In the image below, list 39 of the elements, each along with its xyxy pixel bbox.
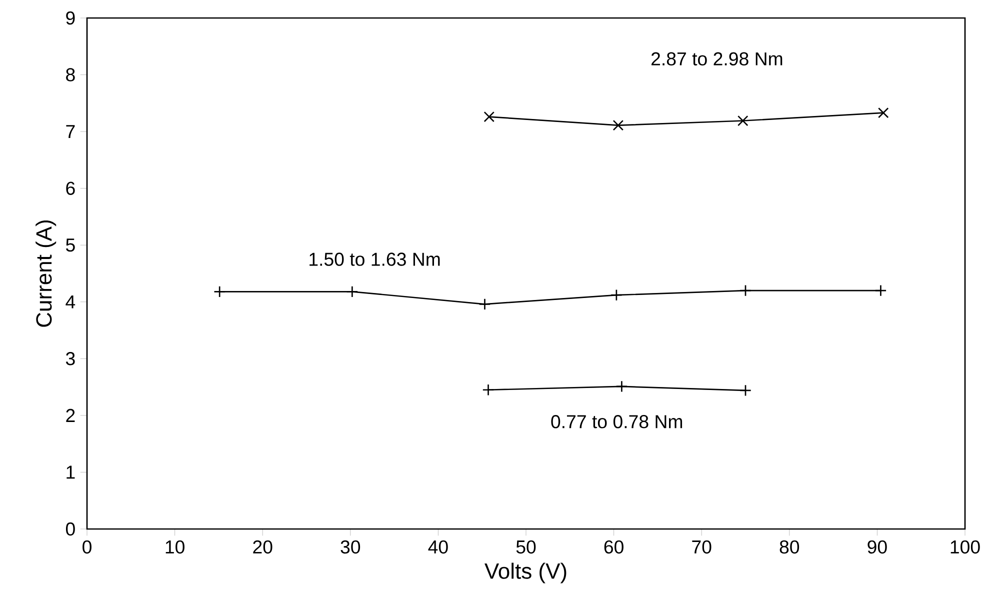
- x-tick-label: 20: [253, 540, 272, 554]
- point: [484, 111, 495, 122]
- y-tick-label: 6: [66, 182, 75, 195]
- point: [478, 298, 491, 310]
- x-tick-label: 60: [604, 540, 624, 554]
- x-tick-label: 50: [516, 540, 536, 554]
- x-tick-label: 10: [166, 540, 184, 554]
- y-tick-label: 9: [66, 11, 75, 25]
- y-tick-label: 5: [66, 238, 75, 252]
- y-tick-label: 0: [66, 522, 75, 536]
- y-tick-label: 3: [66, 352, 75, 366]
- point: [616, 380, 628, 392]
- point: [612, 120, 624, 131]
- point: [878, 107, 889, 118]
- point: [482, 384, 494, 396]
- x-tick-label: 80: [780, 540, 800, 554]
- series-label: 1.50 to 1.63 Nm: [310, 252, 440, 266]
- x-tick-label: 70: [692, 540, 712, 554]
- x-tick-label: 30: [340, 540, 360, 554]
- y-tick-label: 4: [66, 295, 76, 308]
- point: [739, 384, 752, 396]
- point: [610, 289, 622, 302]
- x-tick-label: 90: [868, 540, 887, 554]
- text: 2.87 to 2.98 Nm: [652, 52, 782, 66]
- x-tick-label: 40: [428, 540, 448, 554]
- series-label: 0.77 to 0.78 Nm: [551, 415, 682, 428]
- point: [346, 286, 358, 298]
- x-tick-label: 100: [950, 540, 980, 554]
- point: [214, 286, 226, 298]
- x-axis-title: Volts (V): [484, 562, 566, 584]
- point: [874, 284, 887, 297]
- y-tick-label: 1: [66, 466, 75, 479]
- y-axis-title: Current (A): [36, 220, 56, 327]
- point: [737, 115, 748, 126]
- point: [739, 284, 752, 297]
- y-tick-label: 7: [66, 125, 75, 138]
- y-tick-label: 8: [66, 68, 75, 82]
- y-tick-label: 2: [66, 408, 75, 422]
- x-tick-label: 0: [82, 540, 92, 554]
